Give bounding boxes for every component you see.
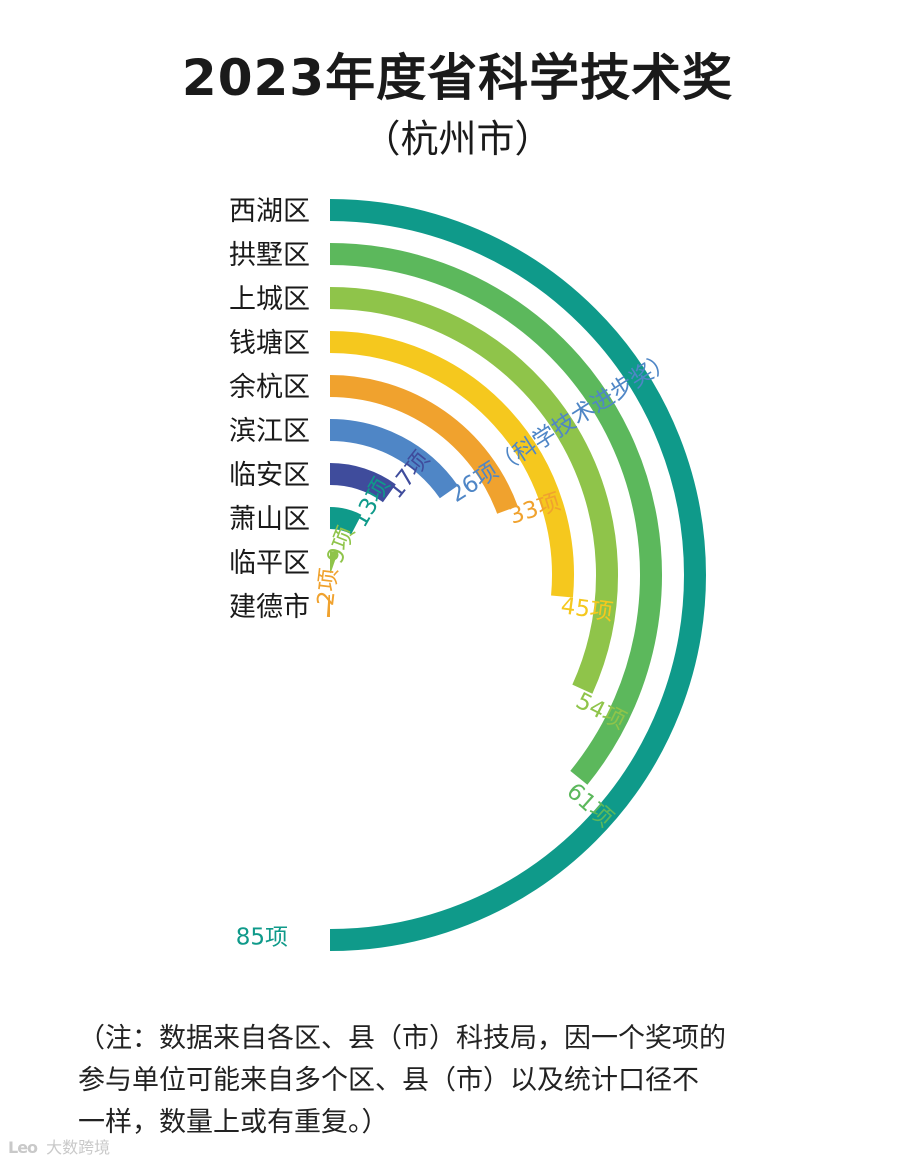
bar-arc [329,463,396,503]
watermark-text: 大数跨境 [46,1138,111,1157]
category-label: 建德市 [229,592,310,623]
footnote: （注：数据来自各区、县（市）科技局，因一个奖项的 参与单位可能来自多个区、县（市… [78,1018,878,1144]
category-label: 萧山区 [229,504,310,535]
value-label: 2项 [313,567,343,607]
footnote-line: （注：数据来自各区、县（市）科技局，因一个奖项的 [78,1023,726,1054]
bar-arc [329,243,662,785]
category-label: 拱墅区 [229,240,310,271]
bar-arc [329,375,518,514]
category-label: 西湖区 [229,196,310,227]
category-label: 临平区 [229,548,310,579]
bar-arc [329,331,574,598]
category-label: 余杭区 [229,372,310,403]
bar-arc [329,419,458,499]
bar-arc [329,551,338,574]
watermark-logo: Leo [8,1138,38,1157]
footnote-line: 参与单位可能来自多个区、县（市）以及统计口径不 [78,1065,699,1096]
chart-title: 2023年度省科学技术奖 [181,49,734,107]
category-label: 钱塘区 [229,328,310,359]
watermark: Leo 大数跨境 [8,1134,110,1158]
value-label: 9项 [322,523,360,568]
bar-arc [329,199,706,951]
value-label: 85项 [236,925,288,951]
category-label: 上城区 [229,284,310,315]
footnote-line: 一样，数量上或有重复。） [78,1107,389,1138]
bar-arc [329,507,362,535]
chart-subtitle: （杭州市） [362,117,553,161]
bar-arc [329,287,618,694]
category-label: 临安区 [229,460,310,491]
category-label: 滨江区 [229,416,310,447]
